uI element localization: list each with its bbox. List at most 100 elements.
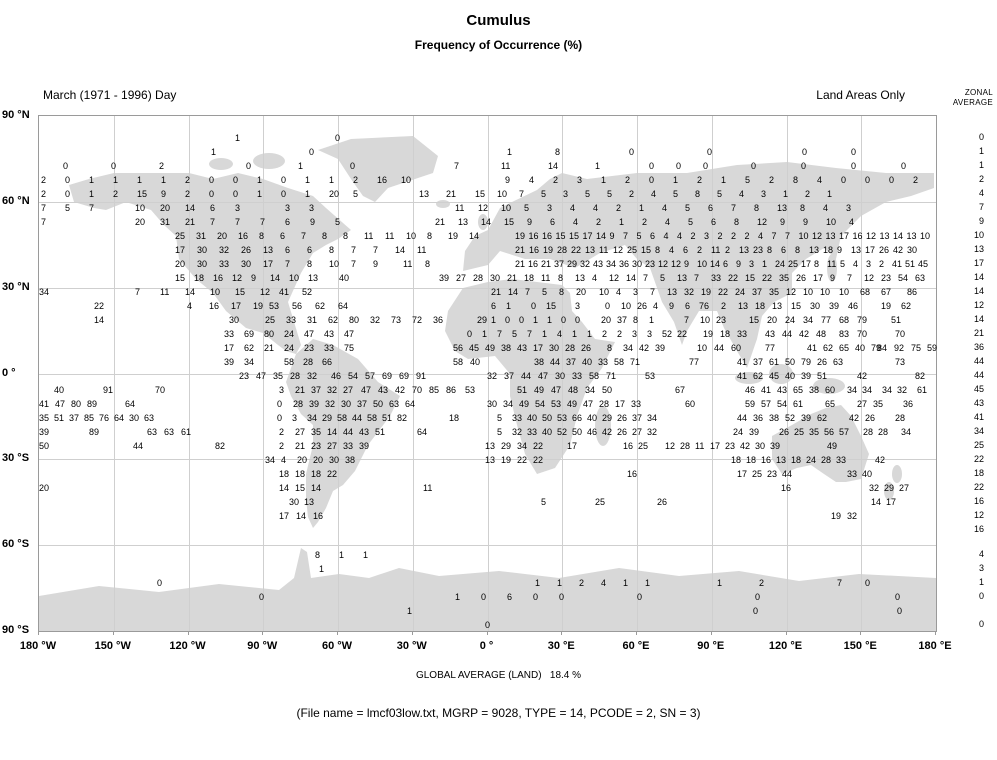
grid-value: 62: [244, 343, 255, 353]
zonal-average-value: 4: [978, 188, 984, 198]
grid-value: 2: [731, 231, 737, 241]
grid-value: 0: [481, 592, 487, 602]
grid-value: 26: [865, 413, 876, 423]
grid-value: 60: [685, 399, 696, 409]
grid-value: 2: [279, 441, 285, 451]
grid-value: 2: [159, 161, 165, 171]
grid-value: 6: [723, 259, 729, 269]
grid-value: 14: [893, 231, 904, 241]
grid-value: 45: [769, 371, 780, 381]
grid-value: 5: [673, 189, 679, 199]
grid-value: 6: [507, 592, 513, 602]
grid-value: 39: [439, 273, 450, 283]
grid-value: 18: [194, 273, 205, 283]
grid-value: 46: [745, 385, 756, 395]
grid-value: 24: [775, 259, 786, 269]
grid-value: 7: [643, 273, 649, 283]
grid-value: 34: [803, 315, 814, 325]
grid-value: 11: [364, 231, 374, 241]
grid-value: 65: [839, 343, 850, 353]
grid-value: 26: [617, 413, 628, 423]
landmass-new-zealand-north: [892, 465, 902, 483]
grid-line-horizontal: [39, 201, 936, 203]
grid-value: 72: [412, 315, 423, 325]
grid-value: 42: [849, 413, 860, 423]
grid-value: 8: [425, 259, 431, 269]
grid-value: 28: [290, 371, 301, 381]
grid-value: 24: [806, 455, 817, 465]
x-axis-label: 60 °W: [321, 640, 353, 652]
grid-value: 27: [857, 399, 868, 409]
grid-value: 77: [689, 357, 700, 367]
grid-value: 0: [111, 161, 117, 171]
grid-value: 18: [311, 469, 322, 479]
grid-value: 2: [353, 175, 359, 185]
grid-value: 0: [753, 606, 759, 616]
grid-value: 10: [401, 175, 412, 185]
grid-value: 0: [209, 175, 215, 185]
grid-value: 33: [711, 273, 722, 283]
grid-value: 26: [657, 497, 668, 507]
grid-value: 14: [469, 231, 480, 241]
grid-value: 14: [710, 259, 721, 269]
grid-value: 18: [791, 455, 802, 465]
grid-value: 20: [135, 217, 146, 227]
grid-value: 10: [497, 189, 508, 199]
grid-value: 1: [533, 315, 539, 325]
grid-value: 1: [587, 329, 593, 339]
grid-value: 18: [524, 273, 535, 283]
zonal-average-value: 45: [973, 384, 984, 394]
grid-value: 39: [829, 301, 840, 311]
grid-value: 14: [548, 161, 559, 171]
grid-value: 2: [553, 175, 559, 185]
grid-value: 9: [505, 175, 511, 185]
grid-value: 39: [655, 343, 666, 353]
landmass-south-america: [286, 339, 400, 528]
grid-value: 5: [585, 189, 591, 199]
grid-value: 28: [599, 399, 610, 409]
grid-value: 4: [573, 217, 579, 227]
grid-value: 29: [884, 483, 895, 493]
file-info-label: (File name = lmcf03low.txt, MGRP = 9028,…: [296, 706, 701, 720]
grid-value: 34: [585, 385, 596, 395]
grid-value: 32: [370, 315, 381, 325]
grid-value: 0: [707, 147, 713, 157]
grid-value: 10: [700, 315, 711, 325]
grid-value: 42: [639, 343, 650, 353]
grid-value: 2: [717, 231, 723, 241]
grid-value: 22: [762, 273, 773, 283]
grid-value: 47: [344, 329, 355, 339]
grid-value: 40: [785, 371, 796, 381]
grid-value: 2: [913, 175, 919, 185]
grid-value: 31: [196, 231, 207, 241]
grid-value: 83: [839, 329, 850, 339]
grid-value: 19: [448, 231, 459, 241]
grid-value: 6: [491, 301, 497, 311]
grid-value: 0: [629, 147, 635, 157]
grid-value: 1: [827, 189, 833, 199]
grid-value: 39: [359, 441, 370, 451]
x-axis-tick: [486, 631, 488, 635]
grid-value: 40: [54, 385, 65, 395]
grid-value: 1: [305, 175, 311, 185]
grid-value: 30: [341, 399, 352, 409]
grid-value: 57: [365, 371, 376, 381]
grid-value: 86: [907, 287, 918, 297]
grid-value: 62: [315, 301, 326, 311]
grid-value: 1: [572, 329, 578, 339]
grid-value: 13: [485, 455, 496, 465]
grid-value: 63: [164, 427, 175, 437]
grid-value: 23: [311, 441, 322, 451]
grid-value: 14: [185, 203, 196, 213]
grid-value: 86: [446, 385, 457, 395]
grid-value: 8: [607, 343, 613, 353]
grid-value: 40: [855, 343, 866, 353]
grid-value: 0: [897, 606, 903, 616]
grid-value: 6: [708, 203, 714, 213]
x-axis-label: 180 °E: [918, 640, 952, 652]
grid-value: 61: [917, 385, 928, 395]
grid-value: 12: [665, 441, 676, 451]
grid-value: 37: [504, 371, 515, 381]
grid-value: 14: [296, 511, 307, 521]
grid-value: 7: [454, 161, 460, 171]
